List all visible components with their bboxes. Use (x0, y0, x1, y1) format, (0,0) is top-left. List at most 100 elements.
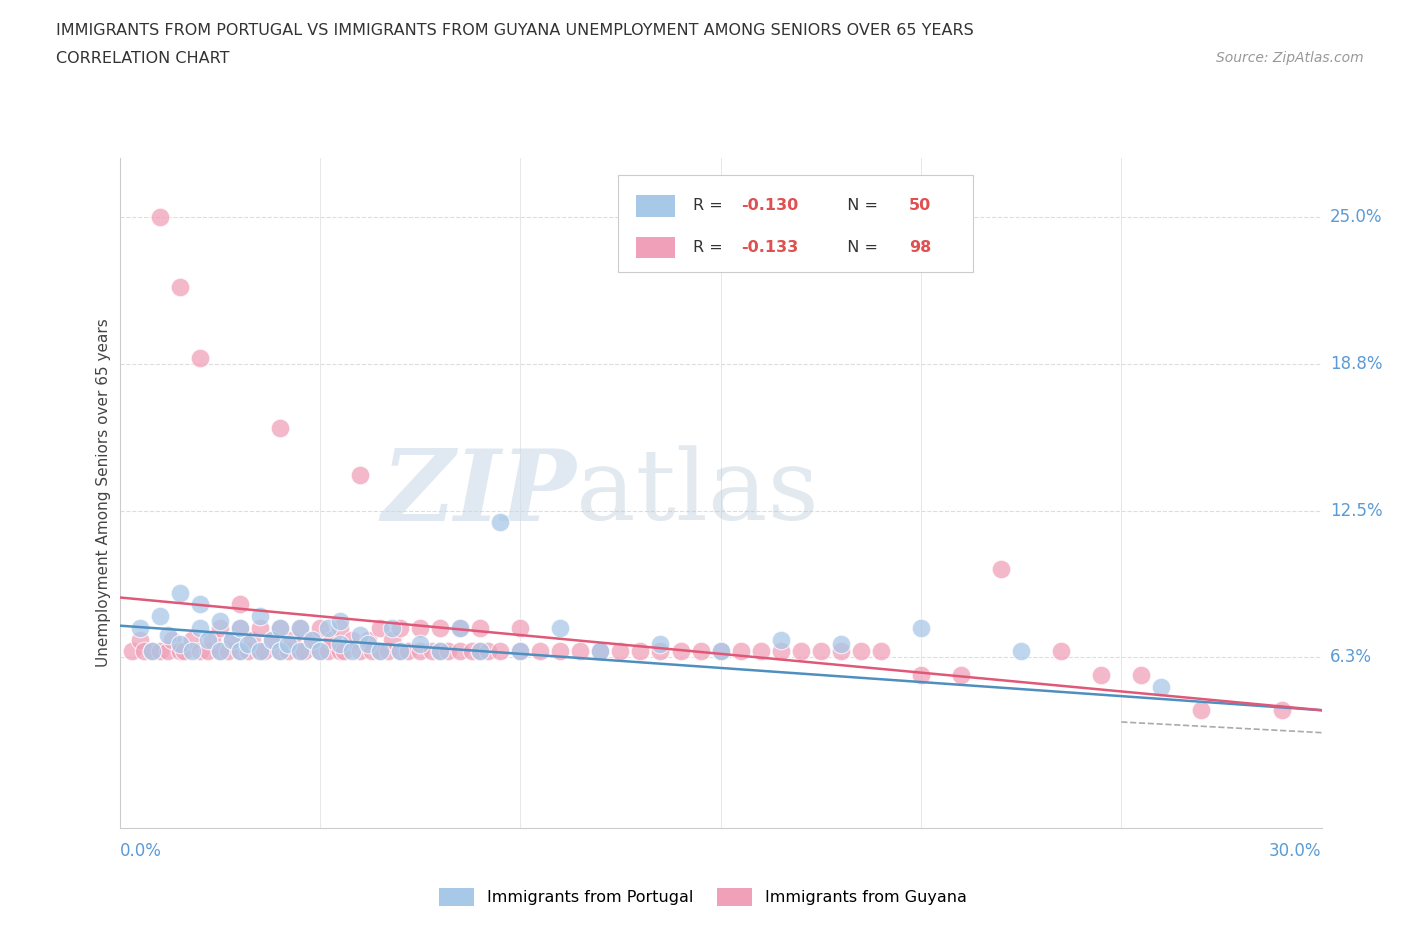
Point (228, 620, 252, 635)
Point (830, 644, 852, 659)
Point (288, 644, 311, 659)
Point (333, 644, 356, 659)
FancyBboxPatch shape (637, 237, 675, 259)
Point (201, 632, 224, 647)
Point (269, 644, 291, 659)
Point (550, 620, 572, 635)
Point (301, 632, 323, 647)
Point (388, 620, 412, 635)
Point (769, 632, 792, 647)
Point (156, 644, 179, 659)
Point (349, 628, 371, 643)
Point (169, 637, 191, 652)
Point (388, 644, 412, 659)
Point (309, 644, 332, 659)
Point (650, 637, 672, 652)
Point (489, 644, 512, 659)
Point (221, 632, 243, 647)
Point (509, 644, 531, 659)
Point (910, 620, 932, 635)
Point (228, 644, 252, 659)
Point (260, 632, 283, 647)
Point (509, 620, 531, 635)
Point (180, 632, 202, 647)
Point (368, 644, 391, 659)
Point (529, 644, 551, 659)
Point (509, 644, 531, 659)
Point (849, 644, 872, 659)
Point (381, 620, 404, 635)
Point (160, 632, 183, 647)
Point (340, 632, 363, 647)
Point (277, 637, 299, 652)
Point (769, 644, 792, 659)
Legend: Immigrants from Portugal, Immigrants from Guyana: Immigrants from Portugal, Immigrants fro… (433, 882, 973, 912)
Point (228, 620, 252, 635)
Point (149, 209, 172, 224)
Point (169, 644, 191, 659)
Point (288, 620, 311, 635)
Point (197, 644, 219, 659)
Text: 25.0%: 25.0% (1330, 207, 1382, 226)
Point (709, 644, 731, 659)
Point (810, 644, 832, 659)
Point (749, 644, 772, 659)
Point (550, 644, 572, 659)
Point (236, 644, 259, 659)
Point (349, 468, 371, 483)
Point (269, 421, 291, 436)
Point (730, 644, 752, 659)
Point (468, 644, 492, 659)
Point (301, 632, 323, 647)
Point (329, 620, 352, 635)
Point (368, 644, 391, 659)
Point (377, 644, 399, 659)
Point (253, 644, 276, 659)
Point (277, 644, 299, 659)
Point (449, 620, 471, 635)
Text: 6.3%: 6.3% (1330, 648, 1372, 667)
Point (149, 609, 172, 624)
Point (269, 620, 291, 635)
Point (709, 644, 731, 659)
Point (409, 644, 432, 659)
Point (388, 644, 412, 659)
Point (329, 637, 352, 652)
Point (269, 644, 291, 659)
Point (449, 644, 471, 659)
Text: 50: 50 (910, 198, 932, 213)
Point (689, 644, 711, 659)
Text: atlas: atlas (576, 445, 820, 541)
Point (221, 632, 243, 647)
Point (609, 644, 631, 659)
Point (429, 644, 451, 659)
Point (288, 644, 311, 659)
Point (309, 644, 332, 659)
Point (1191, 703, 1213, 718)
Point (180, 644, 202, 659)
Point (288, 620, 311, 635)
Point (316, 620, 339, 635)
Point (589, 644, 612, 659)
Point (281, 632, 304, 647)
Text: IMMIGRANTS FROM PORTUGAL VS IMMIGRANTS FROM GUYANA UNEMPLOYMENT AMONG SENIORS OV: IMMIGRANTS FROM PORTUGAL VS IMMIGRANTS F… (56, 23, 974, 38)
Point (228, 597, 252, 612)
Point (169, 280, 191, 295)
Text: 0.0%: 0.0% (120, 842, 162, 859)
Point (357, 632, 380, 647)
Point (589, 644, 612, 659)
Point (489, 515, 512, 530)
Point (217, 644, 239, 659)
Point (249, 609, 271, 624)
Point (249, 644, 271, 659)
Text: R =: R = (693, 240, 728, 255)
Point (188, 644, 211, 659)
Point (468, 644, 492, 659)
Point (128, 632, 150, 647)
Point (910, 668, 932, 683)
Point (477, 644, 499, 659)
FancyBboxPatch shape (637, 195, 675, 217)
Point (173, 644, 195, 659)
Text: -0.133: -0.133 (741, 240, 799, 255)
Point (269, 620, 291, 635)
